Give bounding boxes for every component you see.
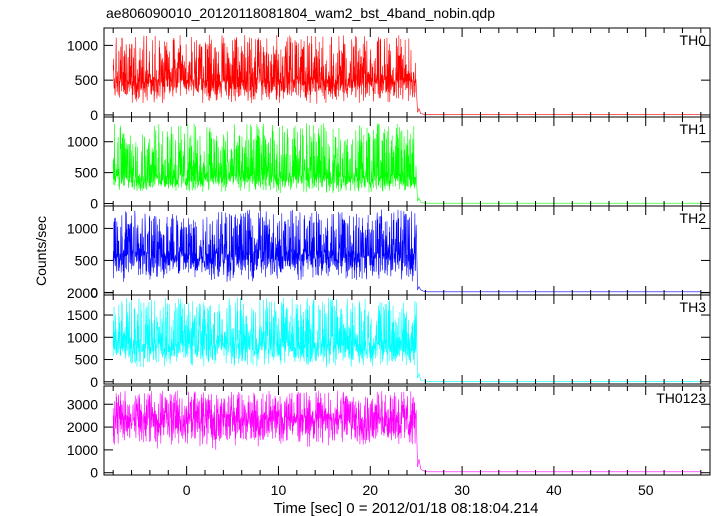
x-tick-label: 10	[271, 482, 287, 498]
series-line-th0123	[112, 390, 701, 473]
panel-th0: 0 500 1000 TH0	[67, 27, 711, 123]
series-line-th3	[112, 297, 701, 382]
y-axis-label: Counts/sec	[33, 216, 49, 286]
y-tick-label: 0	[90, 465, 98, 481]
panel-th0123: 0 1000 2000 3000 TH0123	[67, 385, 711, 481]
panel-label: TH2	[680, 210, 707, 226]
y-tick-label: 1000	[67, 329, 98, 345]
panel-th1: 0 500 1000 TH1	[67, 116, 711, 212]
y-tick-label: 2000	[67, 419, 98, 435]
y-tick-label: 500	[75, 252, 99, 268]
series-line-th0	[112, 35, 701, 115]
series-line-th2	[112, 209, 701, 293]
series-line-th1	[112, 123, 701, 204]
panel-th2: 0 500 1000 TH2	[67, 205, 711, 300]
x-tick-label: 30	[454, 482, 470, 498]
y-tick-label: 0	[90, 107, 98, 123]
y-tick-label: 2000	[67, 285, 98, 301]
y-tick-label: 500	[75, 352, 99, 368]
y-tick-label: 1000	[67, 37, 98, 53]
y-tick-label: 0	[90, 374, 98, 390]
panel-label: TH1	[680, 121, 707, 137]
y-tick-label: 500	[75, 72, 99, 88]
y-tick-label: 0	[90, 284, 98, 300]
x-tick-label: 0	[183, 482, 191, 498]
y-tick-label: 1000	[67, 134, 98, 150]
panel-label: TH3	[680, 299, 707, 315]
x-tick-label: 20	[362, 482, 378, 498]
panel-label: TH0	[680, 32, 707, 48]
y-tick-label: 500	[75, 165, 99, 181]
x-tick-label: 50	[638, 482, 654, 498]
x-tick-label: 40	[546, 482, 562, 498]
panel-label: TH0123	[656, 390, 706, 406]
y-tick-label: 3000	[67, 396, 98, 412]
y-tick-label: 1000	[67, 220, 98, 236]
chart-title: ae806090010_20120118081804_wam2_bst_4ban…	[106, 5, 495, 21]
y-tick-label: 1500	[67, 307, 98, 323]
x-axis-label: Time [sec] 0 = 2012/01/18 08:18:04.214	[273, 500, 538, 516]
y-tick-label: 0	[90, 196, 98, 212]
y-tick-label: 1000	[67, 442, 98, 458]
panel-th3: 0 500 1000 1500 2000 TH3	[67, 285, 711, 390]
